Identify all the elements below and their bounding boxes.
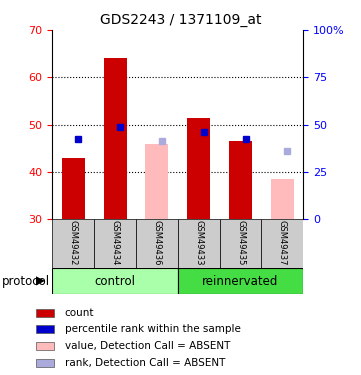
Bar xyxy=(261,219,303,268)
Bar xyxy=(36,342,53,350)
Text: percentile rank within the sample: percentile rank within the sample xyxy=(65,324,240,334)
Text: rank, Detection Call = ABSENT: rank, Detection Call = ABSENT xyxy=(65,358,225,368)
Text: ▶: ▶ xyxy=(36,275,45,288)
Bar xyxy=(36,309,53,317)
Bar xyxy=(104,58,127,219)
Bar xyxy=(178,219,219,268)
Text: protocol: protocol xyxy=(2,275,50,288)
Text: count: count xyxy=(65,308,94,318)
Text: GSM49434: GSM49434 xyxy=(110,220,119,266)
Bar xyxy=(36,359,53,367)
Bar xyxy=(187,118,210,219)
Text: GSM49437: GSM49437 xyxy=(278,220,287,266)
Bar xyxy=(94,219,136,268)
Bar xyxy=(145,144,168,219)
Bar xyxy=(219,219,261,268)
Text: control: control xyxy=(95,275,136,288)
Text: reinnervated: reinnervated xyxy=(202,275,279,288)
Bar xyxy=(136,219,178,268)
Text: GSM49433: GSM49433 xyxy=(194,220,203,266)
Text: GSM49432: GSM49432 xyxy=(69,220,78,266)
Text: GSM49435: GSM49435 xyxy=(236,220,245,266)
Bar xyxy=(52,219,94,268)
Text: GDS2243 / 1371109_at: GDS2243 / 1371109_at xyxy=(100,13,261,27)
Bar xyxy=(271,179,294,219)
Bar xyxy=(229,141,252,219)
Bar xyxy=(62,158,85,219)
Bar xyxy=(52,268,178,294)
Text: GSM49436: GSM49436 xyxy=(152,220,161,266)
Bar xyxy=(36,325,53,333)
Text: value, Detection Call = ABSENT: value, Detection Call = ABSENT xyxy=(65,341,230,351)
Bar xyxy=(178,268,303,294)
